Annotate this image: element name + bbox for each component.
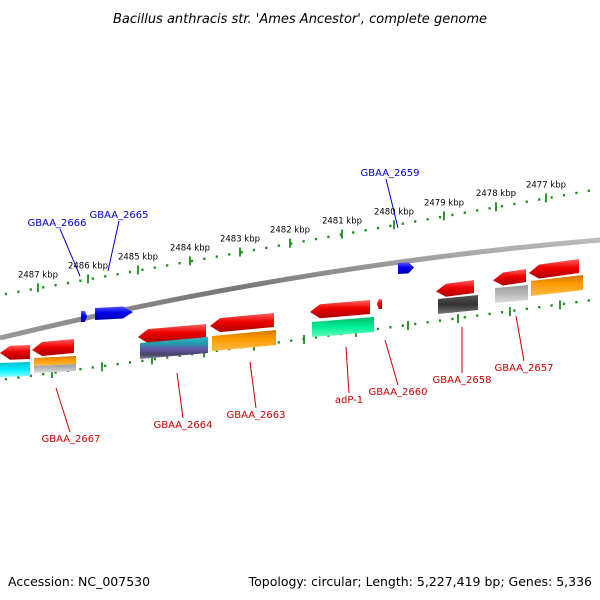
gene-product-bar [0, 362, 30, 377]
reverse-gene-label: GBAA_2658 [432, 375, 491, 386]
gene-product-bar [34, 356, 76, 366]
scale-tick-label: 2484 kbp [170, 243, 210, 253]
reverse-gene-arrow [310, 300, 370, 319]
label-leader-line [345, 346, 350, 394]
scale-tick-label: 2478 kbp [476, 189, 516, 199]
reverse-gene-label: adP-1 [335, 395, 363, 406]
scale-tick-label: 2482 kbp [270, 226, 310, 236]
reverse-gene-arrow [436, 280, 474, 297]
gene-product-bar [495, 285, 528, 303]
reverse-gene-arrow [377, 299, 382, 309]
map-title: Bacillus anthracis str. 'Ames Ancestor',… [113, 12, 487, 27]
reverse-gene-arrow [493, 269, 526, 286]
label-leader-line [55, 387, 71, 433]
scale-tick-label: 2481 kbp [322, 216, 362, 226]
scale-track: 2487 kbp 2486 kbp 2485 kbp 2484 kbp 2483 kbp… [4, 180, 590, 296]
label-leader-line [176, 372, 184, 419]
gene-product-bar [312, 317, 374, 337]
gene-product-bar [438, 295, 478, 314]
reverse-gene-arrow [210, 313, 274, 333]
reverse-gene-arrow [0, 345, 30, 360]
forward-gene-label: GBAA_2659 [360, 168, 419, 179]
topology-label: Topology: circular; Length: 5,227,419 bp… [248, 574, 592, 589]
reverse-gene-label: GBAA_2663 [226, 410, 285, 421]
label-leader-line [59, 228, 81, 277]
reverse-gene-arrow [32, 339, 74, 356]
gene-product-bar [34, 364, 76, 373]
forward-gene-arrow [81, 311, 87, 322]
gene-product-bar [531, 275, 583, 296]
label-leader-line [515, 315, 525, 362]
forward-gene-label: GBAA_2666 [27, 218, 86, 229]
gene-features [0, 259, 583, 377]
reverse-gene-label: GBAA_2664 [153, 420, 212, 431]
accession-label: Accession: NC_007530 [8, 574, 150, 589]
forward-gene-arrow [398, 262, 414, 274]
scale-tick-label: 2483 kbp [220, 235, 260, 245]
label-leader-line [107, 220, 120, 272]
reverse-gene-label: GBAA_2660 [368, 387, 427, 398]
scale-tick-label: 2485 kbp [118, 253, 158, 263]
label-leader-line [384, 339, 399, 386]
forward-gene-label: GBAA_2665 [89, 210, 148, 221]
label-leader-line [385, 178, 399, 229]
reverse-gene-arrow [529, 259, 579, 279]
scale-tick-label: 2477 kbp [526, 180, 566, 190]
gene-product-bar [212, 330, 276, 351]
reverse-gene-label: GBAA_2657 [494, 363, 553, 374]
reverse-gene-arrow [138, 324, 206, 344]
reverse-gene-label: GBAA_2667 [41, 434, 100, 445]
gene-product-bar [140, 337, 208, 359]
scale-tick-label: 2487 kbp [18, 270, 58, 280]
scale-tick-label: 2479 kbp [424, 198, 464, 208]
scale-tick-label: 2486 kbp [68, 261, 108, 271]
forward-gene-arrow [95, 306, 133, 320]
label-leader-line [249, 361, 257, 409]
